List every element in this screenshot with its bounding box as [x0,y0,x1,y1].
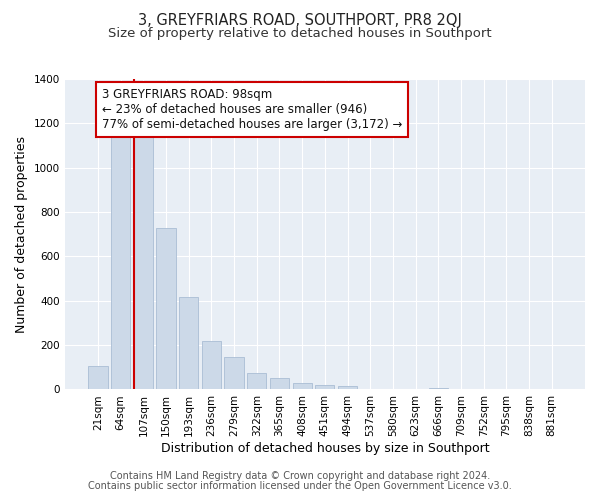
X-axis label: Distribution of detached houses by size in Southport: Distribution of detached houses by size … [161,442,489,455]
Bar [224,356,244,390]
Bar [247,373,266,390]
Bar [202,340,221,390]
Text: Size of property relative to detached houses in Southport: Size of property relative to detached ho… [108,28,492,40]
Bar [270,378,289,390]
Text: 3, GREYFRIARS ROAD, SOUTHPORT, PR8 2QJ: 3, GREYFRIARS ROAD, SOUTHPORT, PR8 2QJ [138,12,462,28]
Bar [134,132,153,390]
Bar [338,386,357,390]
Y-axis label: Number of detached properties: Number of detached properties [15,136,28,332]
Bar [293,383,312,390]
Bar [428,388,448,390]
Bar [157,228,176,390]
Bar [111,132,130,390]
Text: Contains HM Land Registry data © Crown copyright and database right 2024.: Contains HM Land Registry data © Crown c… [110,471,490,481]
Bar [361,389,380,390]
Text: Contains public sector information licensed under the Open Government Licence v3: Contains public sector information licen… [88,481,512,491]
Bar [88,366,107,390]
Bar [179,298,199,390]
Text: 3 GREYFRIARS ROAD: 98sqm
← 23% of detached houses are smaller (946)
77% of semi-: 3 GREYFRIARS ROAD: 98sqm ← 23% of detach… [102,88,403,131]
Bar [315,386,334,390]
